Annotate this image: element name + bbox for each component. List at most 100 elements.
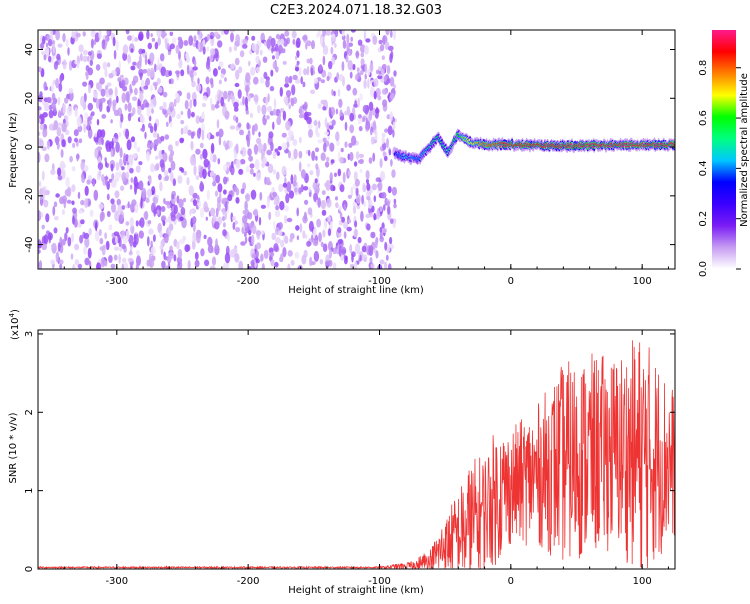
noise-cell (42, 35, 46, 45)
noise-cell (288, 130, 294, 138)
noise-cell (38, 239, 41, 245)
noise-cell (346, 84, 351, 91)
noise-cell (51, 101, 56, 110)
noise-cell (156, 30, 162, 38)
noise-cell (115, 161, 120, 171)
noise-cell (381, 227, 387, 234)
noise-cell (317, 197, 322, 208)
noise-cell (365, 170, 370, 180)
noise-cell (110, 163, 114, 172)
noise-cell (267, 163, 274, 174)
noise-cell (95, 64, 101, 71)
noise-cell (118, 132, 122, 138)
noise-cell (309, 256, 313, 267)
noise-cell (54, 136, 60, 144)
colorbar-tick-label: 0.0 (698, 261, 709, 277)
noise-cell (138, 31, 144, 41)
x-tick-label: 100 (633, 276, 652, 287)
noise-cell (71, 31, 76, 39)
noise-cell (302, 81, 306, 88)
noise-cell (64, 232, 68, 242)
noise-cell (372, 152, 376, 162)
noise-cell (390, 30, 393, 38)
noise-cell (322, 30, 327, 37)
noise-cell (115, 141, 120, 153)
noise-cell (235, 116, 239, 124)
noise-cell (355, 151, 360, 160)
noise-cell (312, 181, 318, 190)
noise-cell (62, 59, 67, 70)
noise-cell (338, 74, 344, 82)
noise-cell (320, 241, 324, 247)
noise-cell (183, 40, 189, 46)
noise-cell (237, 122, 242, 128)
snr-xlabel: Height of straight line (km) (288, 585, 424, 596)
noise-cell (156, 209, 160, 216)
noise-cell (92, 177, 96, 187)
noise-cell (343, 231, 347, 239)
noise-cell (378, 39, 383, 45)
noise-cell (125, 128, 130, 140)
noise-cell (159, 106, 164, 111)
noise-cell (233, 106, 239, 112)
noise-cell (350, 36, 354, 42)
noise-cell (350, 30, 356, 33)
noise-cell (256, 172, 262, 181)
noise-cell (381, 55, 385, 60)
noise-cell (363, 79, 367, 89)
noise-cell (290, 97, 295, 107)
noise-cell (160, 206, 166, 212)
noise-cell (104, 36, 108, 47)
noise-cell (82, 55, 88, 63)
noise-cell (363, 201, 366, 207)
noise-cell (131, 80, 136, 86)
noise-cell (390, 159, 393, 167)
noise-cell (281, 132, 287, 138)
noise-cell (341, 30, 345, 37)
noise-cell (235, 159, 241, 169)
noise-cell (291, 156, 295, 161)
noise-cell (135, 165, 141, 173)
noise-cell (180, 127, 184, 135)
noise-cell (205, 216, 208, 221)
noise-cell (206, 46, 209, 52)
noise-cell (257, 104, 261, 114)
noise-cell (132, 96, 138, 102)
snr-ylabel: SNR (10 * v/v) (8, 412, 19, 483)
noise-cell (106, 30, 110, 36)
noise-cell (90, 30, 97, 38)
noise-cell (303, 186, 309, 191)
noise-cell (161, 32, 168, 37)
noise-cell (303, 101, 307, 112)
noise-cell (130, 177, 134, 184)
noise-cell (212, 68, 218, 77)
noise-cell (210, 104, 216, 111)
noise-cell (392, 30, 397, 40)
noise-cell (175, 44, 180, 54)
noise-cell (188, 185, 194, 196)
noise-cell (65, 38, 69, 48)
noise-cell (68, 91, 74, 102)
noise-cell (308, 187, 311, 193)
noise-cell (95, 98, 100, 110)
snr-series-line (38, 340, 675, 569)
noise-cell (391, 186, 397, 196)
noise-cell (349, 71, 353, 79)
noise-cell (225, 161, 231, 167)
noise-cell (46, 34, 51, 40)
noise-cell (240, 147, 247, 157)
noise-cell (314, 195, 319, 201)
noise-cell (379, 231, 383, 240)
noise-cell (260, 253, 264, 262)
noise-cell (134, 37, 139, 42)
noise-cell (369, 257, 373, 264)
noise-cell (286, 217, 293, 223)
noise-cell (96, 146, 103, 151)
noise-cell (284, 83, 290, 88)
noise-cell (337, 168, 342, 177)
noise-cell (138, 230, 144, 239)
noise-cell (213, 31, 219, 38)
noise-cell (337, 227, 342, 234)
noise-cell (224, 77, 227, 82)
noise-cell (127, 102, 132, 113)
